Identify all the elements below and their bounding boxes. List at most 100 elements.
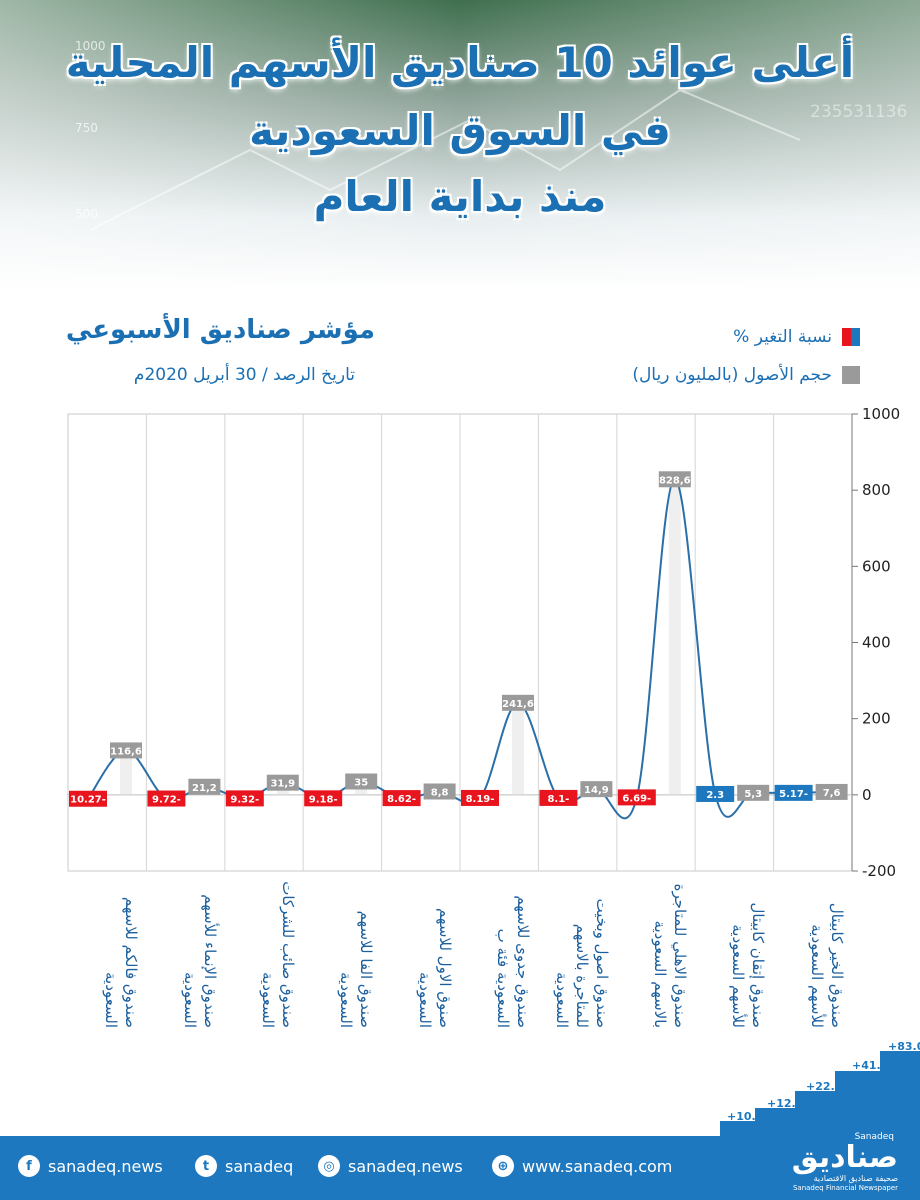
asset-label-box xyxy=(502,694,534,711)
asset-data-label: 5,3 xyxy=(737,784,770,801)
x-tick-label: صندوق الإنماء للأسهم السعودية xyxy=(180,894,219,1028)
footer-facebook[interactable]: f sanadeq.news xyxy=(18,1155,163,1177)
asset-bar xyxy=(668,479,681,795)
change-data-label: 8.1- xyxy=(539,789,578,806)
asset-data-label: 14,9 xyxy=(580,781,613,798)
change-data-label: 5.17- xyxy=(774,784,813,801)
asset-label-text: 35 xyxy=(354,778,368,789)
asset-label-text: 31,9 xyxy=(270,779,295,790)
x-tick-label: صندوق الفا للاسهم السعودية xyxy=(337,910,376,1028)
change-label-box xyxy=(147,790,186,807)
x-tick-label: صنوق الاول للاسهم السعودية xyxy=(415,907,454,1028)
change-data-label: 10.27- xyxy=(69,790,107,807)
instagram-icon: ◎ xyxy=(318,1155,340,1177)
asset-data-label: 21,2 xyxy=(188,778,221,795)
chart-title: مؤشر صناديق الأسبوعي xyxy=(65,315,375,345)
step-label: +83.0 xyxy=(888,1040,920,1053)
footer-website[interactable]: ⊕ www.sanadeq.com xyxy=(492,1155,672,1177)
steps-shape xyxy=(720,1051,920,1136)
header-background: 1000 750 500 235531136 xyxy=(0,0,920,290)
title-line-3: منذ بداية العام xyxy=(313,172,607,221)
asset-label-box xyxy=(266,774,299,791)
change-data-label: 6.69- xyxy=(617,789,656,806)
step-label: +12.0 xyxy=(767,1097,804,1110)
change-label-box xyxy=(461,789,499,806)
asset-label-text: 828,6 xyxy=(659,475,691,486)
change-label-box xyxy=(617,789,656,806)
asset-data-label: 35 xyxy=(345,773,378,790)
legend-item-change: نسبة التغير % xyxy=(733,327,860,347)
asset-label-text: 241,6 xyxy=(502,699,534,710)
x-tick-label: صندوق الخير كابيتال للأسهم السعودية xyxy=(807,902,846,1028)
asset-label-text: 7,6 xyxy=(823,788,841,799)
legend-label-change: نسبة التغير % xyxy=(733,327,832,347)
change-label-box xyxy=(382,790,421,807)
y-tick-label: 400 xyxy=(862,634,891,652)
facebook-handle: sanadeq.news xyxy=(48,1156,163,1176)
x-tick-label: صندوق فالكم للاسهم السعودية xyxy=(102,896,141,1028)
footer-twitter[interactable]: t sanadeq xyxy=(195,1155,293,1177)
chart-date: تاريخ الرصد / 30 أبريل 2020م xyxy=(133,365,355,385)
change-label-text: 9.72- xyxy=(152,795,181,806)
asset-bar xyxy=(512,702,524,795)
bg-number: 1000 xyxy=(75,39,106,53)
asset-label-box xyxy=(580,781,613,798)
y-tick-label: 600 xyxy=(862,557,891,575)
logo-small: Sanadeq xyxy=(854,1132,894,1142)
asset-label-box xyxy=(423,783,456,800)
legend-swatch-change xyxy=(842,328,860,346)
y-tick-label: 1000 xyxy=(862,405,900,423)
y-tick-label: 0 xyxy=(862,786,872,804)
change-label-box xyxy=(225,790,264,807)
asset-bar xyxy=(120,750,132,795)
sanadeq-logo: Sanadeq صناديق صحيفة صناديق الاقتصادية S… xyxy=(792,1133,898,1193)
x-tick-label: صندوق جدوى للاسهم السعودية فئة ب xyxy=(494,895,533,1028)
asset-data-label: 7,6 xyxy=(815,783,848,800)
asset-label-text: 14,9 xyxy=(584,785,609,796)
change-label-text: 5.17- xyxy=(779,789,808,800)
y-tick-label: 800 xyxy=(862,481,891,499)
website-link: www.sanadeq.com xyxy=(522,1156,673,1176)
bg-number: 750 xyxy=(75,121,98,135)
logo-text: صناديق xyxy=(791,1140,898,1175)
change-label-text: 8.1- xyxy=(547,794,569,805)
asset-label-text: 21,2 xyxy=(192,783,217,794)
chart-svg: 1000 800 600 400 200 0 -200 10.27- 116,6 9.72- 21,… xyxy=(67,405,900,880)
x-tick-label: صندوق اصول وبخيت للمتاجرة بالاسهم السعود… xyxy=(552,898,611,1028)
x-tick-label: صندوق صائب للشركات السعودية xyxy=(259,881,297,1028)
change-label-text: 8.62- xyxy=(387,794,416,805)
change-data-label: 2.3 xyxy=(696,785,735,802)
step-label: +41.9 xyxy=(852,1059,889,1072)
instagram-handle: sanadeq.news xyxy=(348,1156,463,1176)
facebook-icon: f xyxy=(18,1155,40,1177)
change-label-box xyxy=(69,790,107,807)
asset-label-box xyxy=(345,773,378,790)
growth-steps-graphic xyxy=(720,1051,920,1136)
change-label-box xyxy=(774,784,813,801)
step-label: +22.6 xyxy=(806,1080,843,1093)
change-label-text: 8.19- xyxy=(466,794,495,805)
asset-data-label: 828,6 xyxy=(658,471,691,488)
asset-data-label: 8,8 xyxy=(423,783,456,800)
asset-label-text: 8,8 xyxy=(431,787,449,798)
change-label-box xyxy=(539,789,578,806)
step-label: +10.3 xyxy=(727,1110,764,1123)
change-label-text: 9.18- xyxy=(309,794,338,805)
change-data-label: 9.72- xyxy=(147,790,186,807)
asset-data-label: 31,9 xyxy=(266,774,299,791)
asset-label-box xyxy=(188,778,221,795)
header-banner: 1000 750 500 235531136 xyxy=(0,0,920,290)
change-label-text: 10.27- xyxy=(70,795,106,806)
change-data-label: 8.19- xyxy=(461,789,499,806)
bg-number: 500 xyxy=(75,207,98,221)
asset-label-text: 116,6 xyxy=(110,746,142,757)
logo-sub-ar: صحيفة صناديق الاقتصادية xyxy=(813,1174,898,1183)
x-tick-label: صندوق إتقان كابيتال للأسهم السعودية xyxy=(729,902,768,1028)
legend-label-assets: حجم الأصول (بالمليون ريال) xyxy=(632,365,832,385)
title-line-2: في السوق السعودية xyxy=(249,106,671,155)
asset-label-box xyxy=(815,783,848,800)
twitter-icon: t xyxy=(195,1155,217,1177)
legend-swatch-assets xyxy=(842,366,860,384)
footer-instagram[interactable]: ◎ sanadeq.news xyxy=(318,1155,463,1177)
asset-label-box xyxy=(110,742,142,759)
